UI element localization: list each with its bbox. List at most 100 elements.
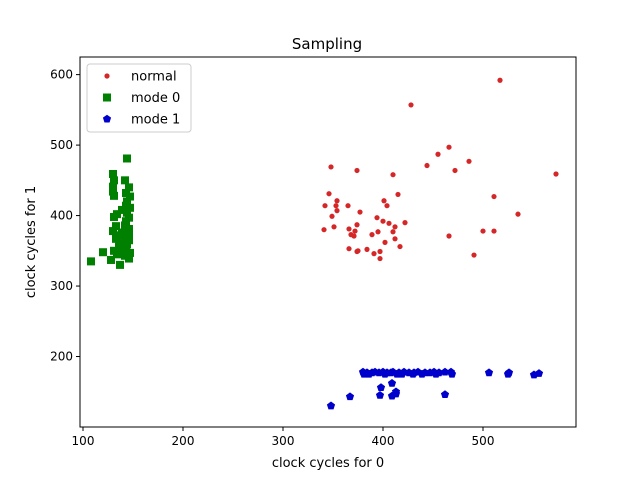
point-normal bbox=[334, 208, 340, 214]
point-mode-1 bbox=[397, 369, 407, 378]
point-mode-1 bbox=[387, 379, 397, 387]
point-mode-0 bbox=[118, 246, 126, 255]
point-normal bbox=[354, 248, 360, 255]
point-normal bbox=[515, 211, 521, 217]
point-normal bbox=[392, 236, 398, 242]
point-normal bbox=[351, 233, 357, 239]
point-mode-0 bbox=[125, 254, 133, 263]
x-axis-ticks: 100 200 300 400 500 bbox=[72, 427, 495, 448]
point-normal bbox=[408, 102, 414, 108]
point-mode-1 bbox=[447, 369, 457, 378]
point-normal bbox=[352, 228, 358, 234]
point-mode-0 bbox=[110, 191, 118, 200]
x-tick-label: 500 bbox=[472, 434, 495, 448]
point-mode-0 bbox=[126, 248, 134, 257]
point-mode-1 bbox=[431, 369, 441, 378]
point-mode-0 bbox=[112, 234, 120, 243]
point-mode-0 bbox=[125, 236, 133, 245]
point-normal bbox=[497, 77, 503, 83]
plot-frame bbox=[79, 56, 577, 428]
point-normal bbox=[321, 227, 327, 233]
point-normal bbox=[491, 228, 497, 234]
point-normal bbox=[333, 203, 339, 209]
y-tick-label: 400 bbox=[50, 209, 73, 223]
point-normal bbox=[424, 162, 430, 169]
data-marks bbox=[87, 77, 559, 410]
legend-label-normal: normal bbox=[131, 70, 177, 85]
point-normal bbox=[382, 239, 388, 245]
point-normal bbox=[334, 198, 340, 204]
point-normal bbox=[364, 246, 370, 252]
point-mode-1 bbox=[375, 390, 385, 399]
point-mode-1 bbox=[374, 368, 384, 377]
x-axis-label: clock cycles for 0 bbox=[272, 456, 384, 471]
point-mode-0 bbox=[123, 197, 131, 206]
point-normal bbox=[390, 229, 396, 235]
point-mode-1 bbox=[440, 367, 450, 376]
point-normal bbox=[402, 220, 408, 226]
point-mode-1 bbox=[326, 401, 336, 410]
point-mode-0 bbox=[126, 203, 134, 212]
legend-marker-normal bbox=[104, 73, 110, 79]
point-mode-0 bbox=[126, 192, 134, 201]
point-normal bbox=[374, 215, 380, 221]
point-normal bbox=[466, 158, 472, 164]
point-normal bbox=[345, 203, 351, 209]
y-axis-label: clock cycles for 1 bbox=[24, 186, 39, 298]
point-normal bbox=[354, 167, 360, 174]
legend: normal mode 0 mode 1 bbox=[86, 63, 192, 133]
point-mode-0 bbox=[125, 224, 133, 233]
point-mode-0 bbox=[116, 260, 124, 269]
y-tick-label: 500 bbox=[50, 138, 73, 152]
x-tick-label: 300 bbox=[272, 434, 295, 448]
point-mode-0 bbox=[109, 227, 117, 236]
point-mode-0 bbox=[113, 250, 121, 259]
point-mode-0 bbox=[107, 255, 115, 264]
point-normal bbox=[371, 251, 377, 257]
point-normal bbox=[381, 198, 387, 204]
point-normal bbox=[435, 151, 441, 157]
point-mode-0 bbox=[110, 176, 118, 185]
point-mode-0 bbox=[122, 217, 130, 226]
point-mode-0 bbox=[109, 182, 117, 191]
point-normal bbox=[357, 209, 363, 215]
point-mode-1 bbox=[440, 390, 450, 399]
point-mode-0 bbox=[109, 187, 117, 196]
y-tick-label: 600 bbox=[50, 68, 73, 82]
point-normal bbox=[390, 172, 396, 178]
legend-box bbox=[86, 63, 192, 133]
point-mode-1 bbox=[417, 369, 427, 378]
point-mode-1 bbox=[364, 369, 374, 378]
point-mode-1 bbox=[386, 368, 396, 377]
point-mode-1 bbox=[529, 370, 539, 379]
point-normal bbox=[331, 224, 337, 230]
chart-title: Sampling bbox=[292, 35, 362, 53]
y-axis-ticks: 200 300 400 500 600 bbox=[50, 68, 80, 364]
point-normal bbox=[380, 218, 386, 224]
legend-label-mode-0: mode 0 bbox=[131, 91, 180, 106]
legend-marker-mode-0 bbox=[103, 93, 111, 102]
point-mode-0 bbox=[123, 208, 131, 217]
point-mode-0 bbox=[99, 248, 107, 257]
point-normal bbox=[322, 203, 328, 209]
point-normal bbox=[452, 167, 458, 174]
point-mode-1 bbox=[345, 392, 355, 401]
point-mode-0 bbox=[110, 212, 118, 221]
point-mode-0 bbox=[87, 257, 95, 266]
point-normal bbox=[384, 203, 390, 209]
point-normal bbox=[491, 193, 497, 200]
x-tick-label: 200 bbox=[172, 434, 195, 448]
point-normal bbox=[395, 191, 401, 198]
point-mode-0 bbox=[123, 154, 131, 163]
point-normal bbox=[326, 191, 332, 197]
point-normal bbox=[328, 164, 334, 170]
point-normal bbox=[480, 228, 486, 234]
point-mode-1 bbox=[380, 369, 390, 378]
point-normal bbox=[471, 252, 477, 258]
point-normal bbox=[392, 224, 398, 230]
point-normal bbox=[386, 220, 392, 226]
point-normal bbox=[377, 248, 383, 255]
point-mode-0 bbox=[121, 176, 129, 185]
legend-marker-mode-1 bbox=[102, 114, 112, 123]
